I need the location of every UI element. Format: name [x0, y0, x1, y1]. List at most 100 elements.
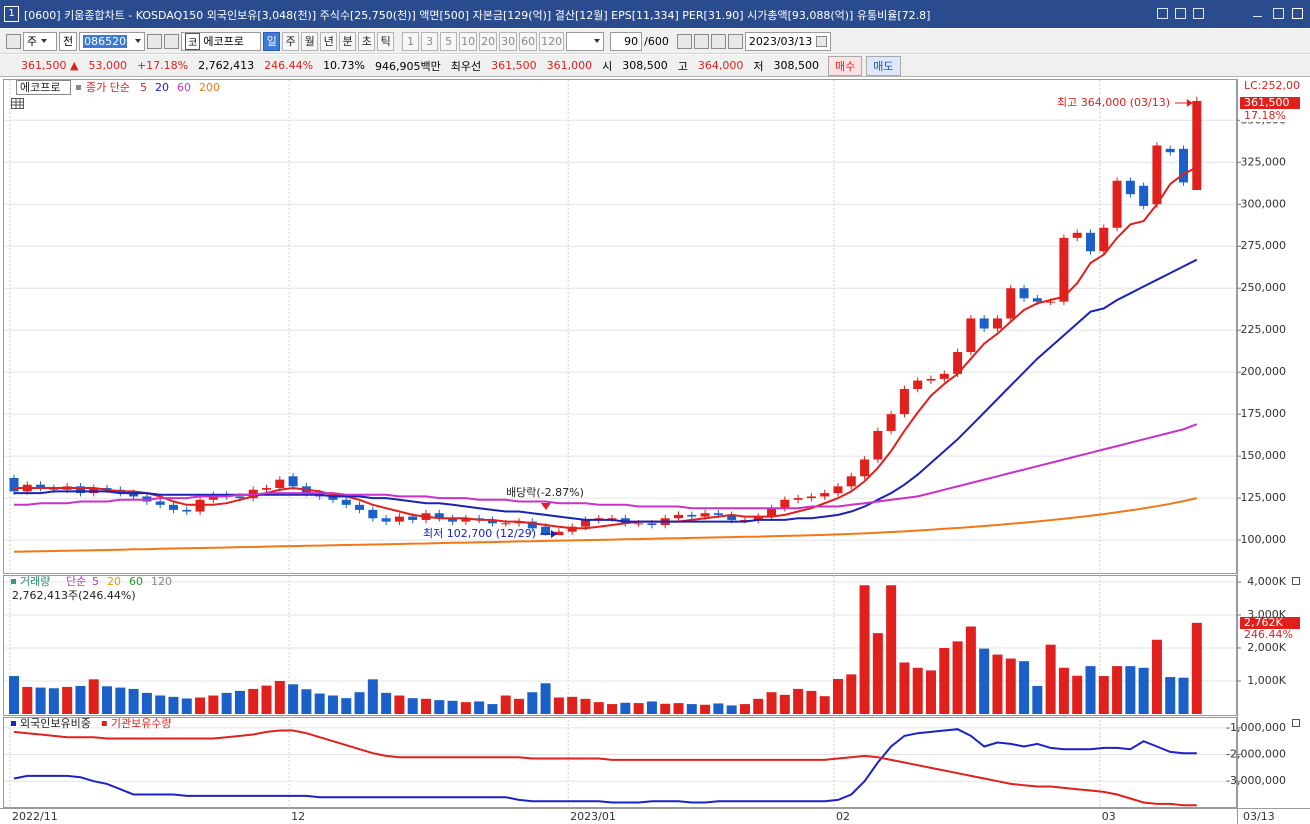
- icon[interactable]: [727, 33, 743, 49]
- volume-bar: [248, 688, 259, 714]
- date-input[interactable]: 2023/03/13: [744, 31, 832, 51]
- window-icon[interactable]: [1157, 8, 1168, 19]
- dividend-annotation: 배당락(-2.87%): [506, 486, 584, 499]
- window-icon[interactable]: [1193, 8, 1204, 19]
- quote-item: 364,000: [697, 59, 744, 72]
- candle-body: [740, 519, 750, 521]
- candle-body: [1006, 288, 1016, 319]
- interval-button[interactable]: 1: [402, 31, 420, 51]
- quote-item: 10.73%: [323, 59, 366, 72]
- cursor-date: 03/13: [1243, 810, 1275, 823]
- volume-bar: [886, 585, 897, 714]
- icon[interactable]: [710, 33, 726, 49]
- quote-item: 246.44%: [264, 59, 314, 72]
- volume-bar: [1112, 666, 1123, 714]
- icon[interactable]: [147, 33, 163, 49]
- icon[interactable]: [164, 33, 180, 49]
- y-tick-label: 225,000: [1241, 323, 1287, 336]
- legend-marker: [11, 721, 16, 726]
- minimize-button[interactable]: [1253, 16, 1262, 18]
- order-button[interactable]: 매도: [866, 55, 901, 76]
- volume-bar: [1151, 639, 1162, 714]
- period-button[interactable]: 월: [301, 31, 319, 51]
- candle-body: [554, 531, 564, 536]
- panel-button[interactable]: [1292, 719, 1300, 727]
- y-tick-label: 250,000: [1241, 281, 1287, 294]
- candle-body: [235, 496, 245, 499]
- interval-button[interactable]: 3: [421, 31, 439, 51]
- legend-ma-title: 단순: [66, 575, 86, 588]
- volume-bar: [261, 685, 272, 714]
- volume-bar: [567, 696, 578, 714]
- legend-marker: [101, 721, 107, 726]
- candle-body: [926, 378, 936, 381]
- window-icon[interactable]: [1175, 8, 1186, 19]
- chart-type-select[interactable]: 주: [23, 31, 57, 51]
- table-icon[interactable]: [11, 98, 24, 109]
- icon[interactable]: [693, 33, 709, 49]
- volume-bar: [726, 705, 737, 714]
- legend-entry: 외국인보유비중: [20, 717, 91, 730]
- legend-entry: 5: [92, 575, 99, 588]
- count-input[interactable]: 90: [610, 31, 643, 51]
- right-label: LC:252,00: [1244, 79, 1300, 92]
- code-input[interactable]: 086520: [79, 31, 146, 51]
- order-button[interactable]: 매수: [828, 55, 863, 76]
- stock-name[interactable]: 코 에코프로: [181, 31, 262, 51]
- maximize-button[interactable]: [1273, 8, 1284, 19]
- y-tick-label: -3,000,000: [1226, 774, 1286, 787]
- volume-bar: [1178, 677, 1189, 714]
- holding-line: [13, 728, 1197, 804]
- volume-bar: [1098, 676, 1109, 714]
- quote-item: 시: [602, 59, 613, 73]
- volume-bar: [1085, 666, 1096, 714]
- period-button[interactable]: 초: [358, 31, 376, 51]
- volume-bar: [88, 679, 99, 714]
- volume-bar: [288, 684, 299, 714]
- right-label: 361,500: [1244, 96, 1290, 109]
- y-tick-label: 2,000K: [1247, 641, 1286, 654]
- candle-body: [700, 513, 710, 517]
- x-tick-label: 02: [836, 810, 850, 823]
- volume-bar: [155, 695, 166, 714]
- period-button[interactable]: 분: [339, 31, 357, 51]
- close-button[interactable]: [1292, 8, 1303, 19]
- interval-button[interactable]: 120: [539, 31, 565, 51]
- volume-bar: [806, 690, 817, 714]
- volume-bar: [102, 686, 113, 714]
- volume-bar: [434, 700, 445, 714]
- period-button[interactable]: 일: [263, 31, 281, 51]
- quote-item: 308,500: [773, 59, 820, 72]
- interval-button[interactable]: 5: [440, 31, 458, 51]
- quote-item: 저: [753, 59, 764, 73]
- interval-button[interactable]: 30: [499, 31, 518, 51]
- period-button[interactable]: 주: [282, 31, 300, 51]
- y-tick-label: 4,000K: [1247, 575, 1286, 588]
- interval-button[interactable]: 20: [479, 31, 498, 51]
- low-annotation: 최저 102,700 (12/29): [423, 527, 536, 540]
- icon[interactable]: [6, 33, 21, 49]
- moving-average: [14, 423, 1198, 510]
- panel-button[interactable]: [1292, 577, 1300, 585]
- icon[interactable]: [676, 33, 692, 49]
- candle-body: [767, 508, 777, 517]
- compare-button[interactable]: 전: [59, 31, 78, 51]
- interval-button[interactable]: 60: [519, 31, 538, 51]
- quote-item: 53,000: [88, 59, 127, 72]
- period-button[interactable]: 년: [320, 31, 338, 51]
- volume-bar: [753, 698, 764, 714]
- volume-bar: [354, 692, 365, 714]
- quote-item: 361,500 ▲: [21, 59, 79, 72]
- interval-button[interactable]: 10: [459, 31, 478, 51]
- volume-bar: [514, 698, 525, 714]
- volume-bar: [713, 703, 724, 714]
- y-tick-label: 150,000: [1241, 449, 1287, 462]
- period-button[interactable]: 틱: [377, 31, 395, 51]
- calendar-icon[interactable]: [816, 35, 828, 47]
- caret: [41, 39, 48, 43]
- right-label: 246.44%: [1244, 628, 1293, 641]
- unit-select[interactable]: [566, 31, 605, 51]
- candle-body: [860, 459, 870, 477]
- y-tick-label: 200,000: [1241, 365, 1287, 378]
- candle-body: [713, 513, 723, 515]
